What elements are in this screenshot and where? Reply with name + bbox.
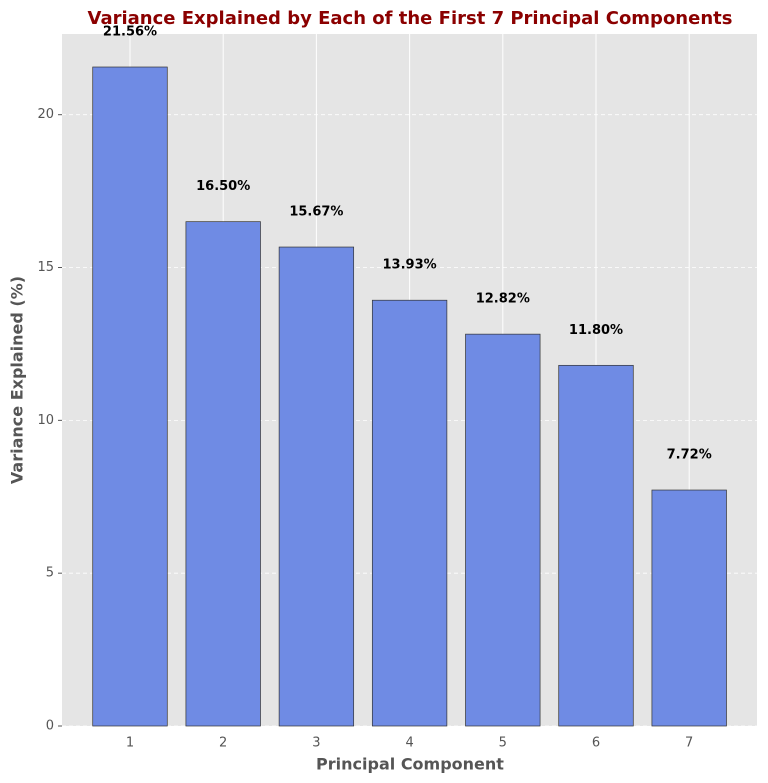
x-tick-label: 4: [405, 736, 413, 751]
chart-title: Variance Explained by Each of the First …: [88, 8, 733, 29]
x-tick-label: 6: [592, 736, 600, 751]
y-tick-label: 20: [37, 107, 54, 122]
bar: [185, 221, 261, 727]
x-axis-label: Principal Component: [316, 755, 504, 774]
value-label: 16.50%: [196, 179, 250, 194]
value-label: 15.67%: [289, 205, 343, 220]
y-axis-label: Variance Explained (%): [8, 276, 27, 484]
value-label: 12.82%: [476, 292, 530, 307]
x-tick-label: 1: [126, 736, 134, 751]
y-tick-label: 5: [46, 566, 54, 581]
value-label: 13.93%: [383, 258, 437, 273]
y-tick-label: 15: [37, 260, 54, 275]
bar: [92, 66, 168, 727]
x-tick-label: 3: [312, 736, 320, 751]
y-tick-label: 0: [46, 719, 54, 734]
x-tick-label: 5: [499, 736, 507, 751]
bar: [465, 333, 541, 727]
value-label: 11.80%: [569, 323, 623, 338]
bar: [651, 489, 727, 727]
value-label: 21.56%: [103, 25, 157, 40]
value-label: 7.72%: [667, 448, 712, 463]
x-tick-label: 2: [219, 736, 227, 751]
bar: [278, 246, 355, 727]
x-tick-label: 7: [685, 736, 693, 751]
bar: [371, 299, 448, 727]
bar: [558, 364, 634, 727]
y-tick-label: 10: [37, 413, 54, 428]
